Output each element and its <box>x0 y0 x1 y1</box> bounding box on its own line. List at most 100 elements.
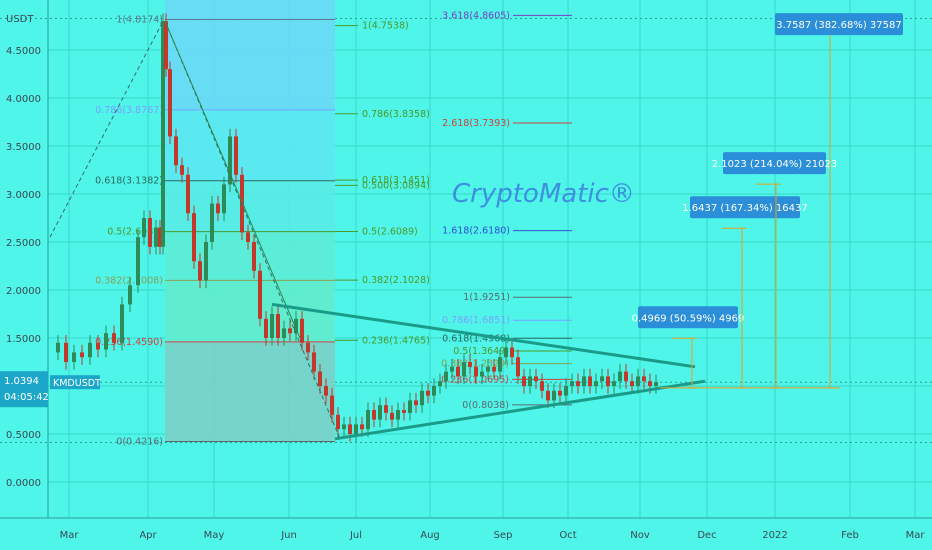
candle-body <box>154 227 158 247</box>
candle-body <box>234 136 238 175</box>
fib-zone-top <box>165 0 335 20</box>
triangle-lower <box>334 379 706 441</box>
candle-body <box>198 261 202 281</box>
candle-body <box>210 203 214 242</box>
candle-body <box>390 412 394 420</box>
candle-body <box>204 242 208 281</box>
fib-right-label: 0(0.8038) <box>462 400 509 411</box>
candle-body <box>558 390 562 396</box>
fib-mid-label: 0.382(2.1028) <box>362 275 430 286</box>
price-tag-box <box>0 371 48 408</box>
candle-body <box>492 366 496 372</box>
y-tick-label: 4.0000 <box>6 94 41 105</box>
candle-body <box>64 342 68 362</box>
fib-zone-band <box>165 341 335 442</box>
symbol-tag-box <box>50 375 100 390</box>
candle-body <box>378 405 382 420</box>
fib-left-label: 0.236(1.4590) <box>95 337 163 348</box>
candle-body <box>540 381 544 391</box>
candle-body <box>624 371 628 382</box>
candle-body <box>252 242 256 271</box>
fib-mid-label: 0.500(3.0894) <box>362 180 430 191</box>
candle-body <box>402 410 406 413</box>
candle-body <box>582 376 586 386</box>
candle-body <box>240 174 244 233</box>
candle-body <box>88 342 92 358</box>
fib-right-label: 3.618(4.8605) <box>442 10 510 21</box>
candle-body <box>576 381 580 386</box>
x-tick-label: Apr <box>139 530 157 541</box>
fib-right-label: 2.618(3.7393) <box>442 118 510 129</box>
candle-body <box>186 174 190 214</box>
candle-body <box>420 390 424 406</box>
candle-body <box>630 381 634 386</box>
fib-right-label: 0.618(1.4968) <box>442 333 510 344</box>
fib-mid-label: 0.236(1.4765) <box>362 335 430 346</box>
fib-right-label: 0.382(1.2329) <box>441 359 509 370</box>
x-tick-label: Sep <box>494 530 513 541</box>
candle-body <box>570 381 574 386</box>
candle-body <box>444 371 448 382</box>
candle-body <box>128 285 132 305</box>
candle-body <box>438 381 442 386</box>
candle-body <box>56 342 60 353</box>
y-tick-label: 3.5000 <box>6 142 41 153</box>
x-tick-label: Jul <box>349 530 362 541</box>
candle-body <box>294 318 298 334</box>
target-label: 3.7587 (382.68%) 37587 <box>776 20 901 31</box>
x-tick-label: Dec <box>697 530 716 541</box>
fibonacci-levels: 1(4.8174) 0.786(3.8767) 0.618(3.1382) 0.5(2… <box>95 10 572 448</box>
candle-body <box>534 376 538 382</box>
target-label-box <box>775 13 903 36</box>
x-tick-label: May <box>204 530 225 541</box>
fib-mid-label: 0.786(3.8358) <box>362 109 430 120</box>
candle-body <box>180 165 184 175</box>
symbol-label: KMDUSDT <box>53 378 101 389</box>
fib-mid-label: 1(4.7538) <box>362 21 409 32</box>
candle-body <box>312 352 316 372</box>
candle-body <box>246 232 250 242</box>
watermark-text: CryptoMatic® <box>452 179 635 209</box>
candle-body <box>96 342 100 350</box>
fib-left-label: 0.618(3.1382) <box>95 176 163 187</box>
candle-body <box>306 342 310 353</box>
candle-body <box>408 400 412 413</box>
y-tick-label: 2.5000 <box>6 238 41 249</box>
candle-body <box>120 304 124 343</box>
x-tick-label: Nov <box>630 530 650 541</box>
candle-body <box>264 318 268 338</box>
candle-body <box>112 333 116 343</box>
x-tick-label: Mar <box>60 530 80 541</box>
candle-body <box>342 424 346 430</box>
x-tick-label: Mar <box>906 530 926 541</box>
countdown-label: 04:05:42 <box>4 392 49 403</box>
candle-body <box>228 136 232 185</box>
candle-body <box>612 381 616 386</box>
candle-body <box>288 328 292 334</box>
candle-body <box>546 390 550 401</box>
candle-body <box>258 270 262 319</box>
candle-body <box>504 347 508 358</box>
trendline-down <box>164 21 301 339</box>
fibonacci-zone <box>165 0 335 442</box>
y-tick-label: 1.5000 <box>6 334 41 345</box>
candle-body <box>168 69 172 137</box>
fib-zone-band <box>165 19 335 110</box>
target-projections: 0.4969 (50.59%) 4969 1.6437 (167.34%) 164… <box>632 13 903 389</box>
candle-body <box>600 376 604 382</box>
candle-body <box>142 218 146 238</box>
triangle-upper <box>271 302 696 369</box>
candle-body <box>564 386 568 396</box>
candle-body <box>432 386 436 396</box>
fib-left-label: 0.786(3.8767) <box>95 105 163 116</box>
fib-left-label: 0(0.4216) <box>116 437 163 448</box>
fib-right-label: 1.618(2.6180) <box>442 226 510 237</box>
x-tick-label: Jun <box>280 530 297 541</box>
candle-body <box>462 362 466 377</box>
x-tick-label: 2022 <box>762 530 787 541</box>
candle-body <box>174 136 178 166</box>
candle-body <box>450 366 454 372</box>
y-tick-label: 0.5000 <box>6 430 41 441</box>
candle-body <box>136 237 140 286</box>
